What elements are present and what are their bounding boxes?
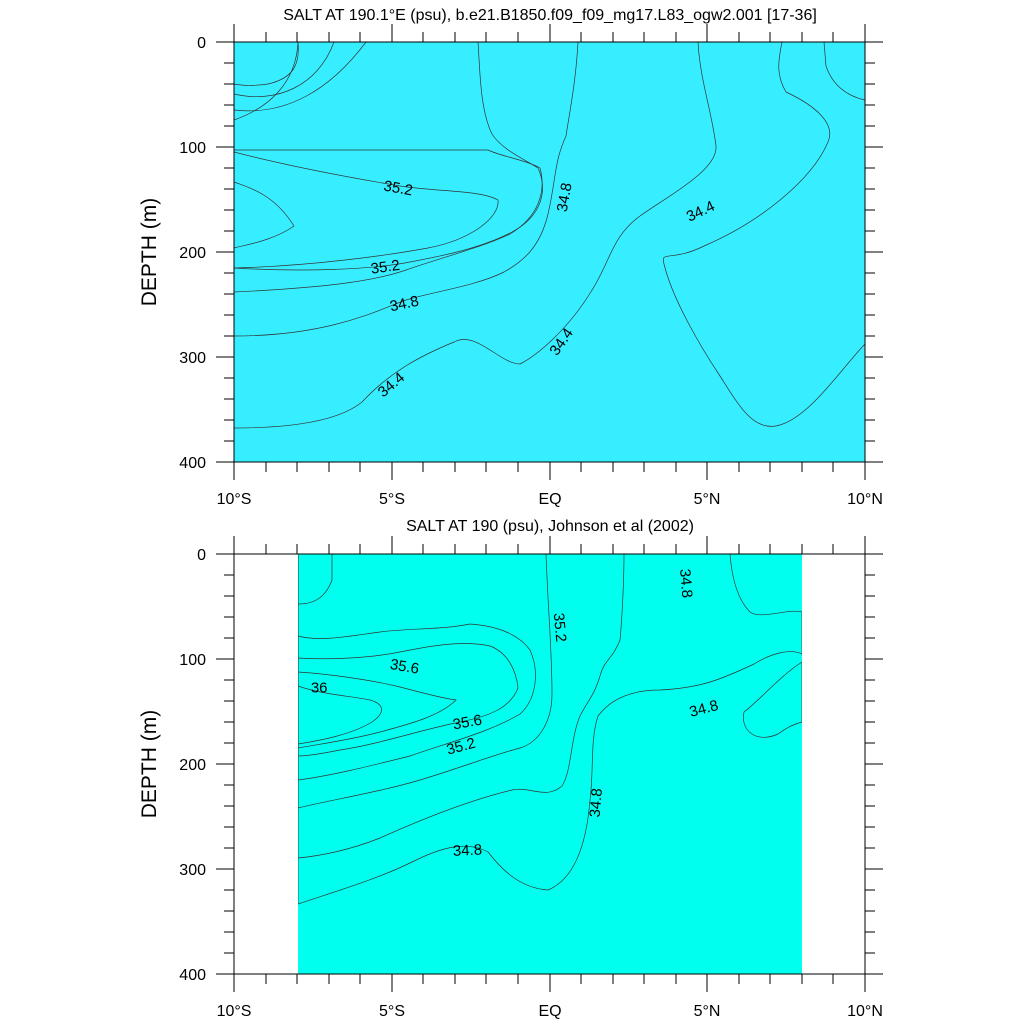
contour-label: 35.6 (452, 712, 484, 734)
y-tick-label: 100 (179, 140, 206, 157)
band-36-0 (298, 685, 382, 745)
x-tick-label: 10°S (217, 1003, 252, 1020)
x-tick-label: 5°N (694, 1003, 721, 1020)
y-tick-label: 300 (179, 350, 206, 367)
x-tick-label: 5°S (379, 1003, 405, 1020)
x-tick-label: 5°S (379, 491, 405, 508)
band-35-4 (234, 151, 499, 269)
band-35-2b (298, 554, 333, 605)
y-axis: DEPTH (m) 0 100 200 300 400 (138, 35, 883, 472)
contour-label: 34.8 (388, 293, 420, 316)
contour-label: 36 (311, 679, 328, 696)
band-35-2 (234, 42, 543, 271)
y-tick-label: 100 (179, 652, 206, 669)
contour-label: 34.8 (554, 181, 576, 213)
contour-label: 34.8 (452, 841, 482, 860)
y-tick-label: 200 (179, 757, 206, 774)
y-tick-label: 200 (179, 245, 206, 262)
panel-observation: SALT AT 190 (psu), Johnson et al (2002) … (138, 518, 883, 1020)
band-35-0 (298, 554, 625, 859)
y-tick-label: 400 (179, 967, 206, 984)
band-35-2 (298, 554, 553, 809)
contour-fill (298, 554, 802, 974)
contour-label: 35.2 (382, 178, 414, 200)
band-34-6 (298, 554, 802, 974)
x-tick-label: EQ (538, 1003, 561, 1020)
panel-model: SALT AT 190.1°E (psu), b.e21.B1850.f09_f… (138, 7, 883, 508)
chart-title: SALT AT 190.1°E (psu), b.e21.B1850.f09_f… (283, 7, 817, 24)
contour-label: 35.2 (370, 257, 401, 278)
y-axis-label: DEPTH (m) (138, 198, 161, 307)
band-34-2 (662, 42, 865, 427)
band-35-6 (234, 181, 295, 249)
x-axis: 10°S 5°S EQ 5°N 10°N (217, 536, 883, 1020)
band-35-0 (234, 42, 299, 86)
contour-label: 34.8 (587, 788, 606, 819)
band-35-4 (298, 623, 536, 781)
band-35-0b (234, 149, 543, 293)
band-35-8 (298, 671, 457, 749)
x-axis: 10°S 5°S EQ 5°N 10°N (217, 24, 883, 508)
contour-label: 34.8 (676, 568, 695, 599)
contour-fill (234, 42, 865, 462)
y-ticks (216, 41, 883, 463)
band-34-8 (298, 554, 802, 905)
band-35-6 (298, 643, 519, 757)
contour-label: 35.6 (389, 656, 421, 678)
band-34-8b (743, 661, 802, 738)
x-tick-label: 5°N (694, 491, 721, 508)
band-34-4 (234, 42, 865, 462)
chart-title: SALT AT 190 (psu), Johnson et al (2002) (406, 518, 694, 535)
y-tick-label: 300 (179, 862, 206, 879)
contour-label: 34.8 (688, 697, 721, 721)
y-tick-label: 0 (197, 547, 206, 564)
y-ticks (216, 553, 883, 975)
x-ticks (233, 24, 866, 480)
x-tick-label: 10°N (847, 1003, 883, 1020)
x-tick-label: EQ (538, 491, 561, 508)
y-tick-label: 400 (179, 455, 206, 472)
x-tick-label: 10°S (217, 491, 252, 508)
contour-label: 35.2 (445, 735, 478, 759)
y-tick-label: 0 (197, 35, 206, 52)
y-axis-label: DEPTH (m) (138, 710, 161, 819)
y-axis: DEPTH (m) 0 100 200 300 400 (138, 547, 883, 984)
x-ticks (233, 536, 866, 992)
contour-label: 35.2 (550, 612, 569, 643)
x-tick-label: 10°N (847, 491, 883, 508)
band-34-6 (234, 42, 717, 429)
